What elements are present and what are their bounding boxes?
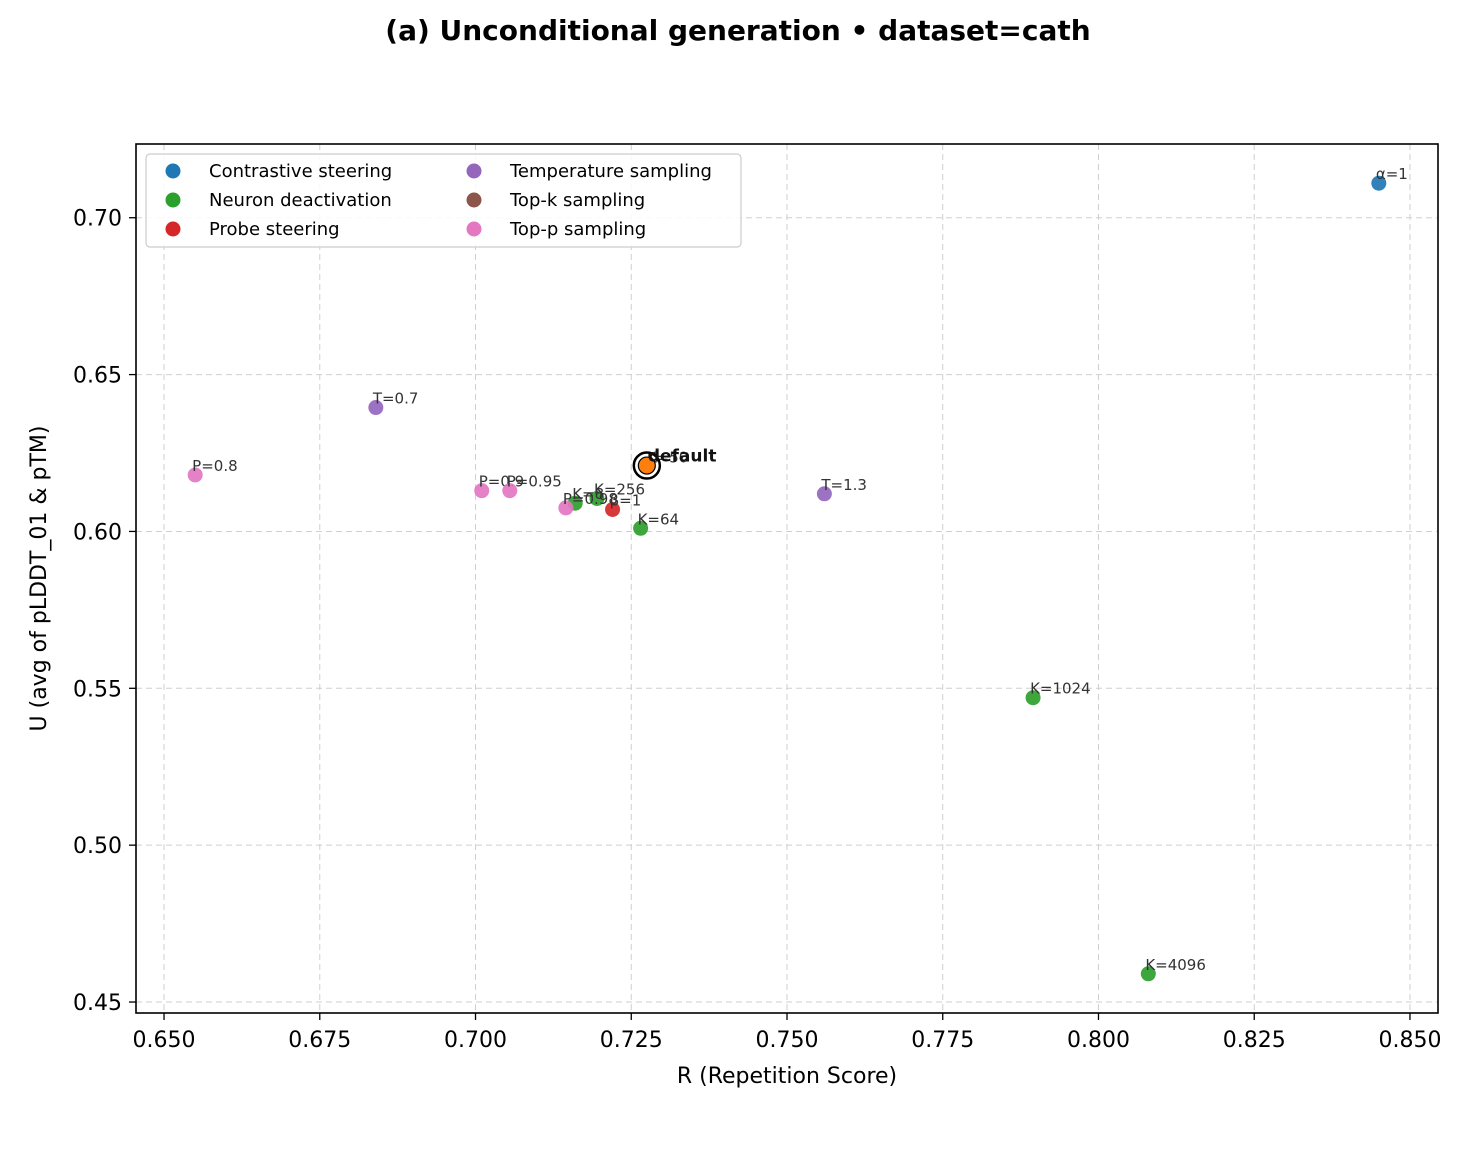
default-overlap-label: K=50 (647, 449, 689, 467)
legend-label: Top-k sampling (509, 190, 645, 211)
x-tick-label: 0.750 (756, 1028, 819, 1053)
legend-label: Top-p sampling (509, 219, 646, 240)
data-point (474, 483, 490, 499)
default-point-ring (632, 451, 662, 480)
data-point-label: P=0.8 (192, 457, 237, 475)
data-point (589, 491, 605, 507)
legend-label: Probe steering (209, 219, 340, 240)
default-point (637, 456, 656, 475)
legend: Contrastive steering Neuron deactivation P… (145, 153, 742, 248)
y-tick-label: 0.70 (73, 207, 122, 232)
legend-marker (165, 221, 181, 237)
data-point (1140, 966, 1156, 982)
x-tick-label: 0.850 (1378, 1028, 1441, 1053)
data-point (1371, 175, 1387, 191)
legend-marker (466, 163, 482, 179)
chart-title: (a) Unconditional generation • dataset=c… (385, 14, 1091, 47)
data-point-label: β=1 (610, 491, 642, 509)
data-point (605, 501, 621, 517)
legend-marker (165, 163, 181, 179)
legend-label: Neuron deactivation (209, 190, 392, 211)
y-tick-label: 0.45 (73, 991, 122, 1016)
x-tick-label: 0.675 (288, 1028, 351, 1053)
x-tick-label: 0.800 (1067, 1028, 1130, 1053)
y-axis-label: U (avg of pLDDT_01 & pTM) (27, 426, 52, 732)
data-point-label: K=256 (594, 481, 645, 499)
y-tick-label: 0.65 (73, 364, 122, 389)
data-point (187, 467, 203, 483)
data-point-label: T=0.7 (372, 390, 419, 408)
data-point-label: α=1 (1376, 165, 1408, 183)
legend-marker (165, 192, 181, 208)
x-tick-label: 0.650 (133, 1028, 196, 1053)
data-point (816, 486, 832, 502)
data-point (502, 483, 518, 499)
data-point (558, 500, 574, 516)
x-tick-label: 0.775 (911, 1028, 974, 1053)
data-point-label: K=1024 (1030, 680, 1091, 698)
legend-marker (466, 221, 482, 237)
tick-layer: 0.650 0.675 0.700 0.725 0.750 0.775 0.800 0.825… (73, 207, 1441, 1053)
grid-layer (136, 144, 1438, 1013)
data-point (1025, 690, 1041, 706)
legend-label: Contrastive steering (209, 161, 392, 182)
x-tick-label: 0.725 (600, 1028, 663, 1053)
data-point-label: K=4096 (1145, 956, 1206, 974)
data-point-label: T=1.3 (820, 476, 867, 494)
data-point-label: P=0.95 (507, 473, 562, 491)
data-point-label: P=0.98 (563, 490, 618, 508)
legend-box (145, 153, 742, 248)
y-tick-label: 0.60 (73, 520, 122, 545)
y-tick-label: 0.55 (73, 677, 122, 702)
data-point-label: K=64 (638, 510, 680, 528)
data-point (633, 520, 649, 536)
legend-label: Temperature sampling (509, 161, 712, 182)
data-point-label: K=8 (572, 485, 604, 503)
x-axis-label: R (Repetition Score) (677, 1064, 897, 1089)
x-tick-label: 0.825 (1223, 1028, 1286, 1053)
data-point (368, 400, 384, 416)
y-tick-label: 0.50 (73, 834, 122, 859)
legend-marker (466, 192, 482, 208)
x-tick-label: 0.700 (444, 1028, 507, 1053)
default-point-label: default (648, 447, 717, 467)
